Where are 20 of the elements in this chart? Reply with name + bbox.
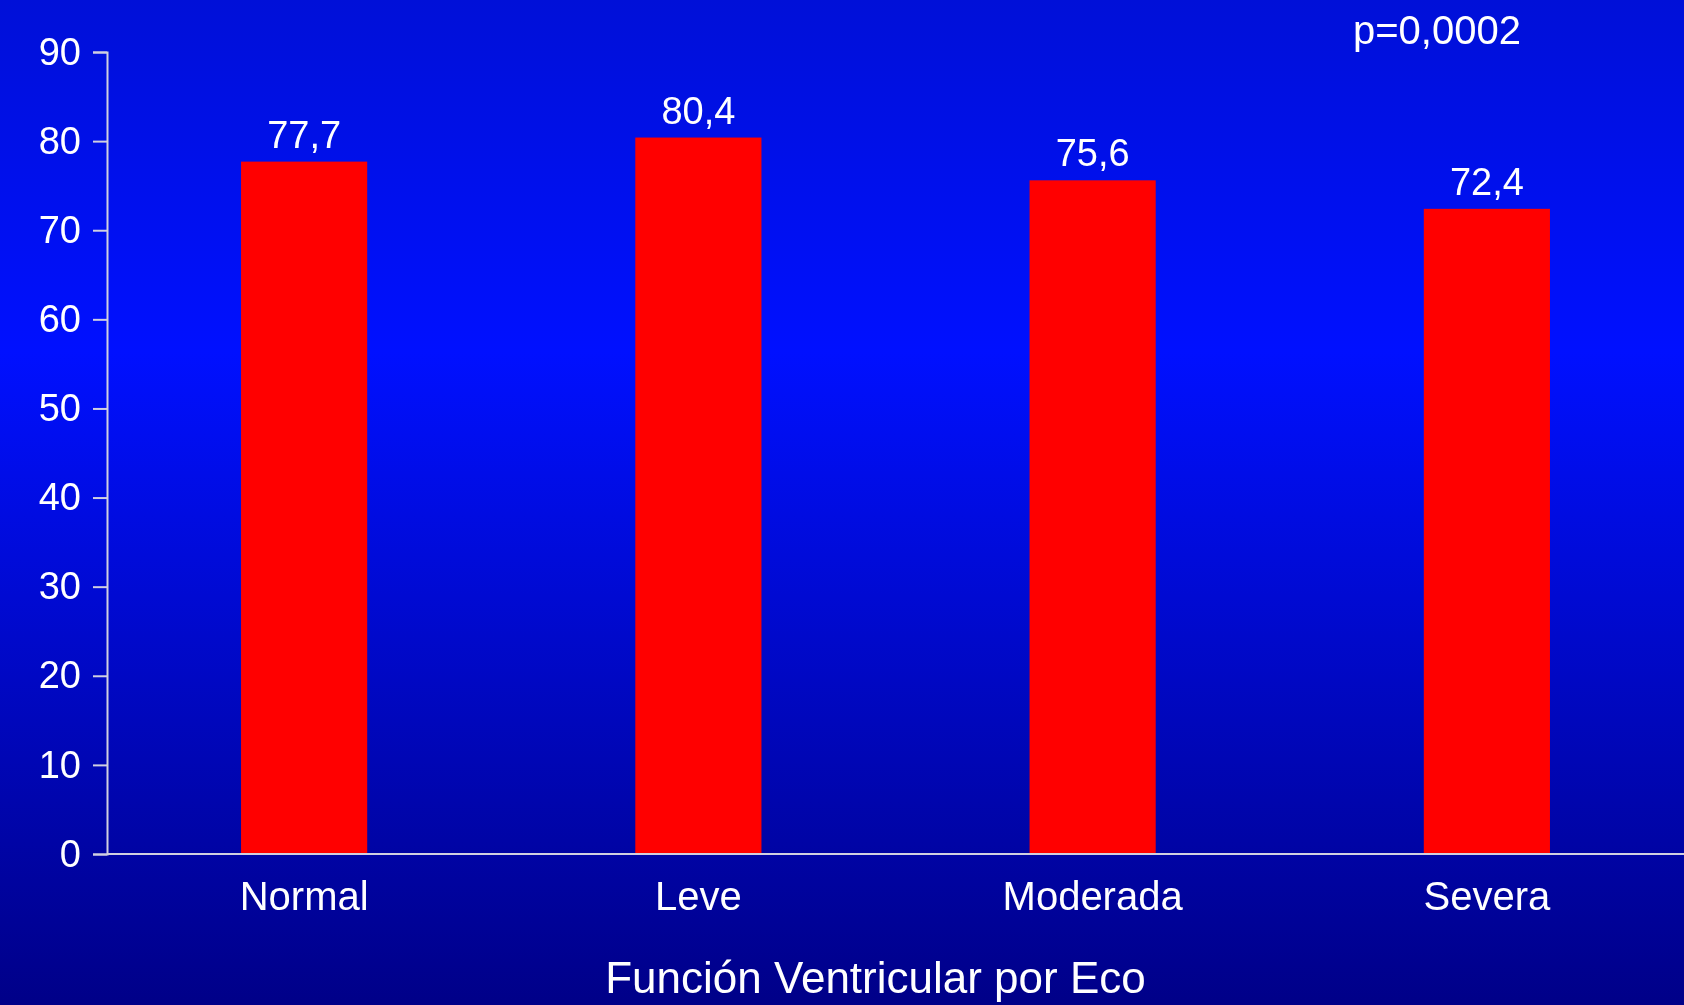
data-label: 72,4 — [1449, 160, 1524, 203]
y-tick-label: 80 — [38, 119, 81, 162]
y-tick-label: 20 — [38, 654, 81, 697]
y-tick-label: 90 — [38, 30, 81, 73]
y-tick-label: 60 — [38, 297, 81, 340]
data-label: 77,7 — [267, 113, 342, 156]
x-axis-title: Función Ventricular por Eco — [605, 953, 1146, 1002]
text: p=0,0002 — [1353, 8, 1521, 52]
y-tick-label: 50 — [38, 387, 81, 430]
x-tick-label: Moderada — [1002, 874, 1184, 919]
data-label: 80,4 — [661, 89, 736, 132]
x-tick-label: Severa — [1423, 874, 1551, 919]
x-tick-label: Leve — [655, 874, 742, 919]
y-tick-label: 0 — [59, 832, 81, 875]
y-tick-label: 10 — [38, 743, 81, 786]
y-tick-label: 30 — [38, 565, 81, 608]
y-tick-label: 70 — [38, 208, 81, 251]
data-label: 75,6 — [1055, 132, 1130, 175]
y-tick-label: 40 — [38, 476, 81, 519]
x-tick-label: Normal — [239, 874, 369, 919]
